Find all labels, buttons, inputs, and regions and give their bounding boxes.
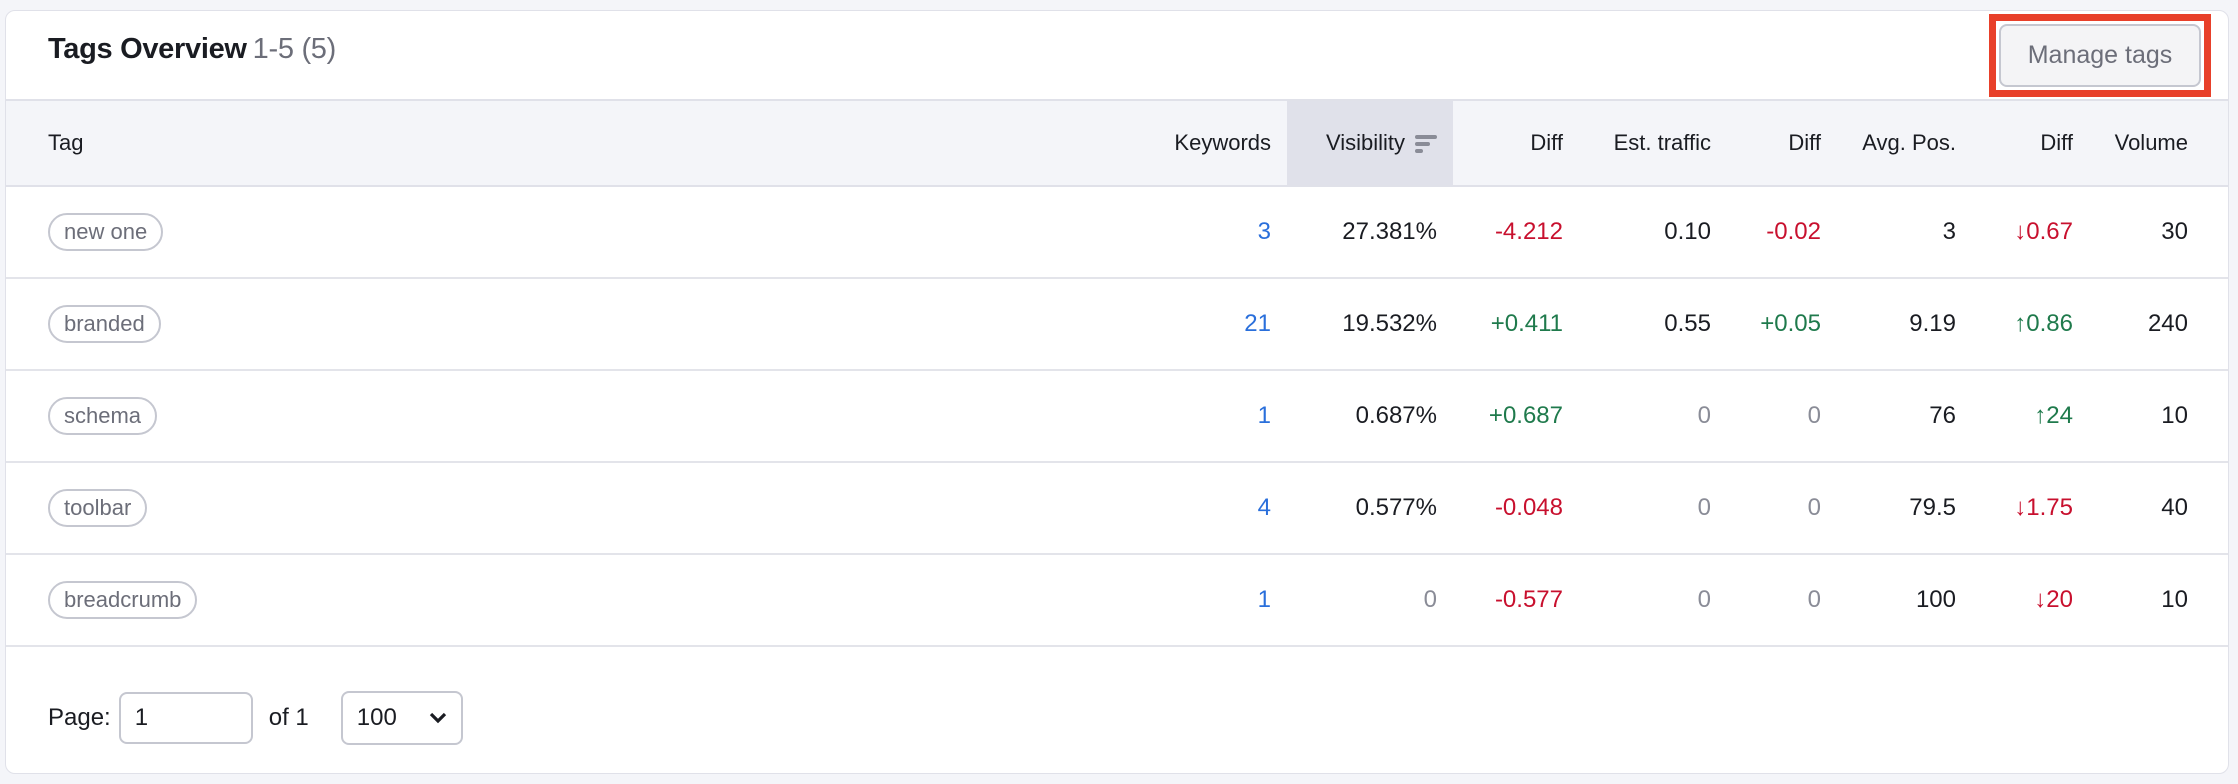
table-row: toolbar 4 0.577% -0.048 0 0 79.5 ↓1.75 40 <box>6 462 2228 554</box>
table-row: schema 1 0.687% +0.687 0 0 76 ↑24 10 <box>6 370 2228 462</box>
tag-cell: new one <box>6 186 1141 278</box>
keywords-link: 1 <box>1257 586 1271 613</box>
tags-overview-card: Tags Overview 1-5 (5) Manage tags Tag Key… <box>5 10 2229 774</box>
tag-chip[interactable]: breadcrumb <box>48 581 198 619</box>
col-pos-diff[interactable]: Diff <box>2040 130 2073 155</box>
keywords-link: 1 <box>1257 402 1271 429</box>
traffic-diff: 0 <box>1807 586 1821 613</box>
col-visibility-diff[interactable]: Diff <box>1530 130 1563 155</box>
avg-pos-value: 3 <box>1942 218 1956 245</box>
pos-diff: ↑24 <box>2034 402 2073 429</box>
visibility-diff: +0.687 <box>1488 402 1563 429</box>
avg-pos-value: 76 <box>1929 402 1956 429</box>
page-input[interactable] <box>118 692 253 744</box>
est-traffic-value: 0 <box>1697 402 1711 429</box>
visibility-value: 0 <box>1423 586 1437 613</box>
tag-cell: toolbar <box>6 462 1141 554</box>
traffic-diff: 0 <box>1807 402 1821 429</box>
visibility-diff: -4.212 <box>1494 218 1563 245</box>
volume-value: 40 <box>2161 494 2188 521</box>
volume-value: 10 <box>2161 402 2188 429</box>
result-range: 1-5 (5) <box>252 33 337 65</box>
col-visibility[interactable]: Visibility <box>1287 100 1453 186</box>
col-traffic-diff[interactable]: Diff <box>1788 130 1821 155</box>
tag-chip[interactable]: toolbar <box>48 489 148 527</box>
card-title: Tags Overview 1-5 (5) <box>48 33 337 65</box>
sort-descending-icon <box>1415 132 1437 156</box>
page-label: Page: <box>48 704 111 731</box>
volume-value: 30 <box>2161 218 2188 245</box>
tag-chip[interactable]: schema <box>48 397 158 435</box>
pos-diff: ↓20 <box>2034 586 2073 613</box>
visibility-value: 19.532% <box>1342 310 1437 337</box>
page-count: of 1 <box>268 704 309 731</box>
keywords-link: 3 <box>1257 218 1271 245</box>
est-traffic-value: 0 <box>1697 586 1711 613</box>
visibility-diff: +0.411 <box>1490 310 1563 337</box>
tag-cell: branded <box>6 278 1141 370</box>
est-traffic-value: 0 <box>1697 494 1711 521</box>
table-row: new one 3 27.381% -4.212 0.10 -0.02 3 ↓0.67 30 <box>6 186 2228 278</box>
manage-tags-button[interactable]: Manage tags <box>1999 24 2201 87</box>
visibility-diff: -0.577 <box>1494 586 1563 613</box>
per-page-select[interactable]: 100 <box>340 691 463 745</box>
volume-value: 240 <box>2147 310 2188 337</box>
col-est-traffic[interactable]: Est. traffic <box>1613 130 1711 155</box>
table-row: branded 21 19.532% +0.411 0.55 +0.05 9.19 ↑0.86… <box>6 278 2228 370</box>
traffic-diff: +0.05 <box>1760 310 1821 337</box>
avg-pos-value: 79.5 <box>1909 494 1956 521</box>
chevron-down-icon <box>429 712 446 724</box>
visibility-value: 27.381% <box>1342 218 1437 245</box>
pos-diff: ↓0.67 <box>2014 218 2073 245</box>
col-avg-pos[interactable]: Avg. Pos. <box>1862 130 1956 155</box>
tag-cell: schema <box>6 370 1141 462</box>
table-header: Tag Keywords Visibility Diff Est. traffi… <box>6 100 2228 186</box>
card-header: Tags Overview 1-5 (5) Manage tags <box>6 11 2228 99</box>
col-volume[interactable]: Volume <box>2114 130 2188 155</box>
table-row: breadcrumb 1 0 -0.577 0 0 100 ↓20 10 <box>6 554 2228 646</box>
avg-pos-value: 9.19 <box>1909 310 1956 337</box>
pos-diff: ↑0.86 <box>2014 310 2073 337</box>
visibility-diff: -0.048 <box>1494 494 1563 521</box>
avg-pos-value: 100 <box>1915 586 1956 613</box>
col-tag[interactable]: Tag <box>48 130 84 155</box>
keywords-link: 4 <box>1257 494 1271 521</box>
est-traffic-value: 0.10 <box>1664 218 1711 245</box>
volume-value: 10 <box>2161 586 2188 613</box>
visibility-value: 0.687% <box>1355 402 1437 429</box>
tag-cell: breadcrumb <box>6 554 1141 646</box>
pos-diff: ↓1.75 <box>2014 494 2073 521</box>
col-keywords[interactable]: Keywords <box>1174 130 1271 155</box>
tags-table: Tag Keywords Visibility Diff Est. traffi… <box>6 99 2228 647</box>
traffic-diff: -0.02 <box>1766 218 1821 245</box>
tag-chip[interactable]: branded <box>48 305 161 343</box>
keywords-link: 21 <box>1244 310 1271 337</box>
highlight-box: Manage tags <box>1989 14 2211 97</box>
visibility-value: 0.577% <box>1355 494 1437 521</box>
est-traffic-value: 0.55 <box>1664 310 1711 337</box>
tag-chip[interactable]: new one <box>48 213 164 251</box>
pagination: Page: of 1 100 <box>6 659 2228 769</box>
traffic-diff: 0 <box>1807 494 1821 521</box>
